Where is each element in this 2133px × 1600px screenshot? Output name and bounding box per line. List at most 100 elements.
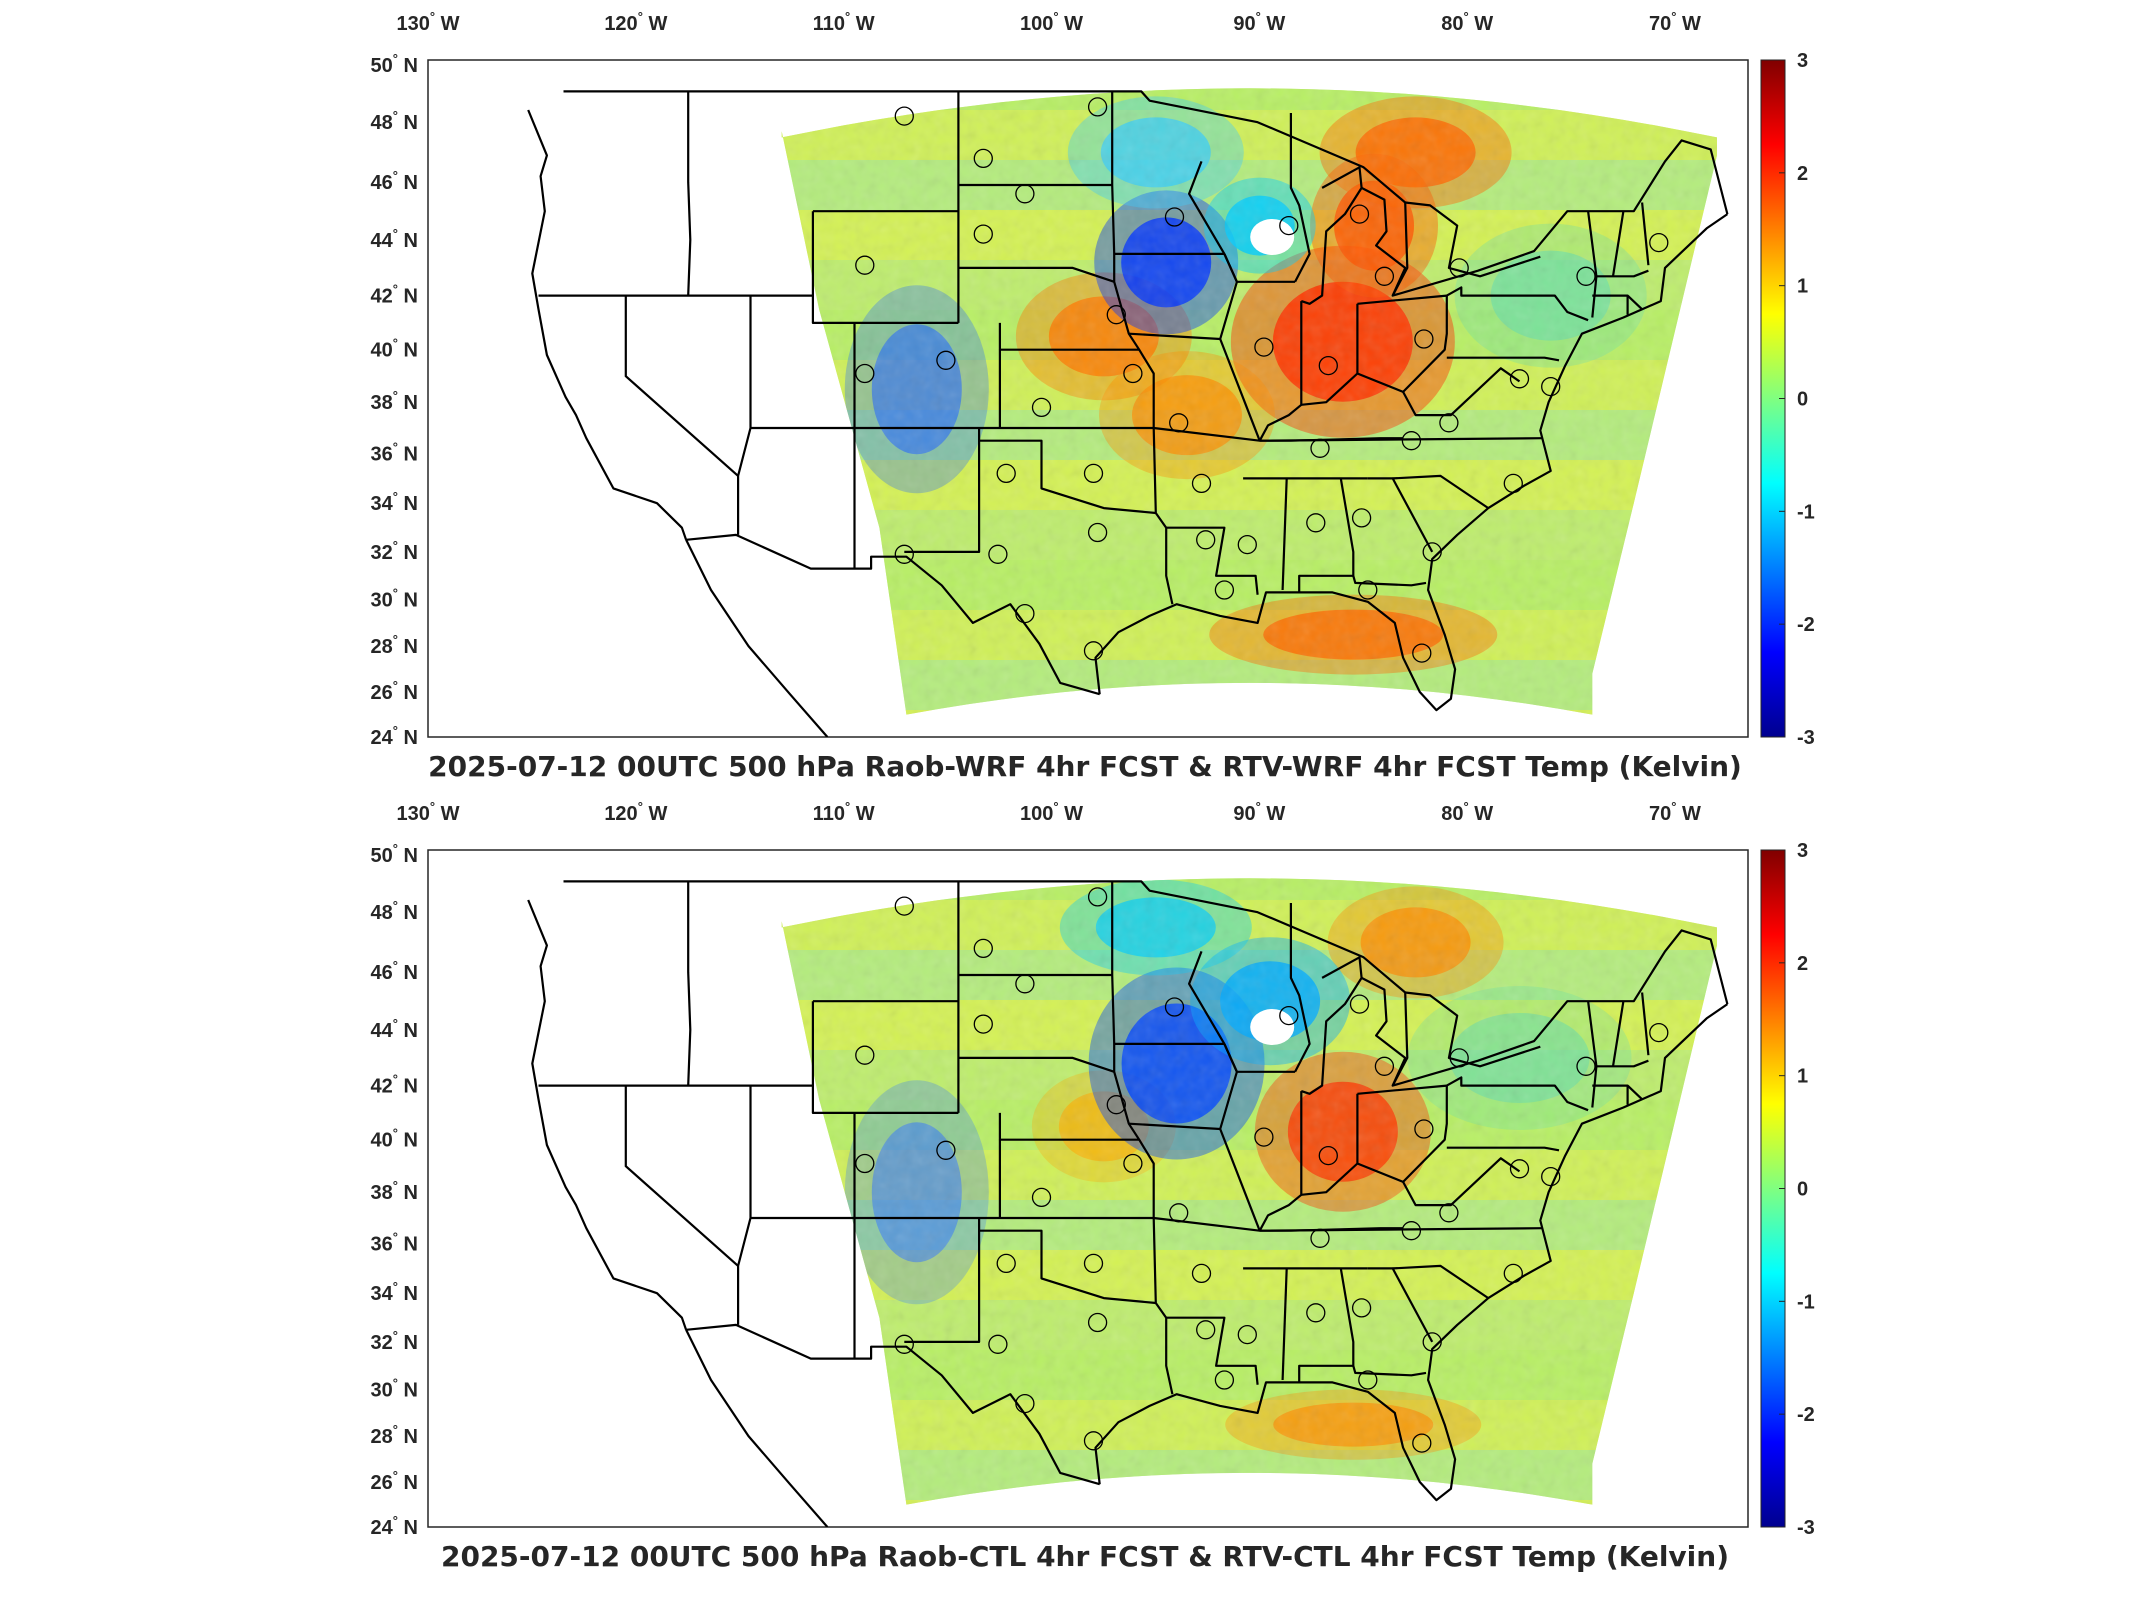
raob-station-marker	[1439, 413, 1459, 433]
colorbar-tick-label: -3	[1797, 1517, 1815, 1539]
raob-station-marker	[1374, 1056, 1395, 1076]
raob-station-marker	[1087, 887, 1108, 907]
raob-station-marker	[1015, 974, 1035, 994]
raob-stations	[855, 97, 1669, 663]
raob-station-marker	[1169, 413, 1189, 433]
colorbar-tick-label: 2	[1797, 163, 1808, 185]
latitude-tick-label: 34° N	[371, 489, 418, 515]
state-boundary	[1289, 903, 1311, 1073]
raob-station-marker	[1576, 266, 1596, 286]
raob-station-marker	[1254, 1127, 1274, 1147]
panel-title: 2025-07-12 00UTC 500 hPa Raob-CTL 4hr FC…	[441, 1540, 1729, 1573]
state-boundary	[1352, 1365, 1427, 1377]
latitude-tick-label: 36° N	[371, 1229, 418, 1255]
raob-station-marker	[1214, 580, 1235, 600]
raob-station-marker	[1123, 363, 1143, 384]
raob-station-marker	[1358, 580, 1378, 600]
state-boundary	[1641, 202, 1650, 266]
coastline	[685, 539, 829, 737]
panel-title: 2025-07-12 00UTC 500 hPa Raob-WRF 4hr FC…	[428, 750, 1742, 783]
longitude-tick-label: 80° W	[1441, 799, 1493, 825]
map-panel-bottom: 130° W 120° W 110° W 100° W 90° W 80° W 70° W …	[371, 799, 1815, 1573]
state-boundary	[1219, 253, 1261, 442]
colorbar-tick-label: -2	[1797, 614, 1815, 636]
raob-station-marker	[1083, 463, 1104, 484]
state-boundary	[1352, 575, 1427, 587]
latitude-tick-label: 24° N	[371, 1513, 418, 1539]
state-boundary	[811, 211, 959, 324]
state-boundary	[1356, 1084, 1448, 1183]
state-boundary	[1259, 1227, 1404, 1232]
coastline	[1094, 213, 1729, 712]
longitude-tick-label: 100° W	[1020, 799, 1083, 825]
latitude-tick-label: 44° N	[371, 1016, 418, 1042]
raob-station-marker	[1279, 1005, 1299, 1026]
raob-station-marker	[1422, 1332, 1442, 1352]
raob-station-marker	[1191, 1263, 1212, 1284]
longitude-tick-label: 100° W	[1020, 9, 1083, 35]
latitude-tick-label: 38° N	[371, 1178, 418, 1204]
coastline	[1094, 1003, 1729, 1502]
longitude-tick-label: 110° W	[813, 9, 875, 35]
state-boundary	[1592, 1084, 1643, 1101]
latitude-tick-label: 26° N	[371, 1468, 418, 1494]
state-boundary	[1289, 113, 1311, 283]
raob-station-marker	[1541, 1166, 1561, 1187]
latitude-tick-label: 42° N	[371, 282, 418, 308]
raob-station-marker	[973, 224, 993, 244]
longitude-labels: 130° W 120° W 110° W 100° W 90° W 80° W 70° W	[396, 9, 1701, 35]
raob-station-marker	[1349, 204, 1370, 224]
latitude-tick-label: 40° N	[371, 336, 418, 362]
latitude-tick-label: 48° N	[371, 108, 418, 134]
state-boundary	[1446, 356, 1560, 362]
state-boundary	[1402, 1157, 1521, 1207]
longitude-tick-label: 130° W	[396, 799, 459, 825]
raob-station-marker	[1649, 232, 1669, 253]
state-boundary	[1446, 1076, 1589, 1112]
state-boundary	[1446, 286, 1589, 322]
raob-station-marker	[1541, 376, 1561, 397]
state-boundary	[1611, 1001, 1625, 1067]
latitude-tick-label: 50° N	[371, 51, 418, 77]
raob-station-marker	[1310, 1228, 1330, 1248]
raob-station-marker	[1439, 1203, 1459, 1223]
state-boundary	[1166, 526, 1259, 595]
raob-stations	[855, 887, 1669, 1453]
raob-station-marker	[1449, 258, 1469, 278]
raob-station-marker	[1306, 1303, 1326, 1323]
raob-station-marker	[1083, 1253, 1104, 1274]
colorbar-tick-label: -2	[1797, 1404, 1815, 1426]
state-boundary	[1301, 303, 1359, 406]
raob-station-marker	[1164, 207, 1185, 227]
colorbar-tick-label: 0	[1797, 1179, 1808, 1201]
latitude-tick-label: 36° N	[371, 439, 418, 465]
map-panel-top: 130° W 120° W 110° W 100° W 90° W 80° W 70° W …	[371, 9, 1815, 783]
colorbar-tick-label: 3	[1797, 840, 1808, 862]
raob-station-marker	[988, 1334, 1008, 1354]
raob-station-marker	[894, 896, 914, 916]
state-boundary	[1611, 211, 1625, 277]
state-boundary	[624, 295, 739, 477]
raob-station-marker	[1412, 643, 1432, 663]
coastline	[527, 899, 688, 1331]
raob-station-marker	[1422, 542, 1442, 562]
raob-station-marker	[1015, 1393, 1035, 1414]
raob-station-marker	[1169, 1203, 1189, 1223]
raob-station-marker	[1164, 997, 1185, 1017]
state-boundary	[737, 295, 752, 535]
colorbar: 3 2 1 0 -1 -2 -3	[1760, 50, 1815, 749]
longitude-labels: 130° W 120° W 110° W 100° W 90° W 80° W 70° W	[396, 799, 1701, 825]
state-boundary	[1258, 301, 1303, 442]
raob-station-marker	[1106, 305, 1126, 325]
raob-station-marker	[1351, 508, 1372, 528]
latitude-tick-label: 48° N	[371, 898, 418, 924]
latitude-tick-label: 38° N	[371, 388, 418, 414]
state-boundary	[1392, 1264, 1489, 1300]
temperature-field	[781, 878, 1717, 1505]
raob-station-marker	[1509, 369, 1530, 389]
coastline	[563, 880, 1729, 1087]
longitude-tick-label: 80° W	[1441, 9, 1493, 35]
state-boundary	[1356, 294, 1448, 393]
raob-station-marker	[988, 544, 1008, 564]
